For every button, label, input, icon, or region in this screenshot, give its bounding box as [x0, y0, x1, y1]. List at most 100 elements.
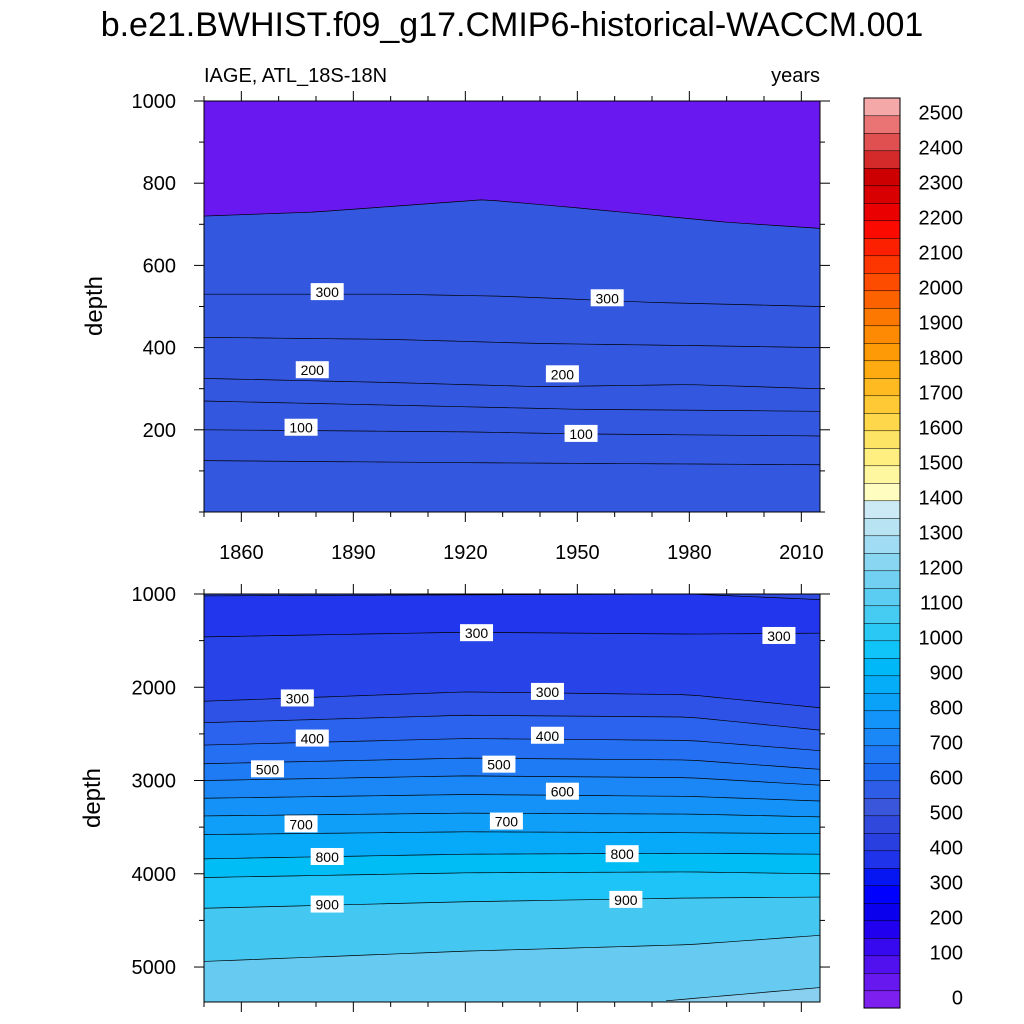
x-tick-label: 1980: [667, 542, 712, 564]
contour-line: [204, 775, 820, 786]
y-tick-label: 2000: [132, 677, 177, 699]
colorbar-cell: [863, 377, 901, 397]
colorbar-cell: [863, 762, 901, 782]
colorbar-label: 1000: [919, 628, 964, 650]
colorbar-label: 1700: [919, 383, 964, 405]
colorbar-cell: [863, 920, 901, 939]
contour-label: 500: [256, 761, 280, 777]
colorbar-cell: [863, 727, 901, 747]
subtitle-right: years: [771, 65, 820, 87]
x-tick-label: 1860: [219, 542, 264, 564]
colorbar-label: 2300: [919, 173, 964, 195]
colorbar-cell: [863, 167, 901, 187]
contour-label: 100: [569, 426, 593, 442]
colorbar-cell: [863, 360, 901, 379]
colorbar-label: 1400: [919, 488, 964, 510]
contour-label: 700: [289, 816, 313, 832]
contour-label: 400: [301, 731, 325, 747]
colorbar-cell: [863, 500, 901, 519]
contour-label: 100: [289, 420, 313, 436]
colorbar-label: 2400: [919, 138, 964, 160]
contour-band: [204, 935, 820, 1002]
contour-label-box: [545, 782, 579, 800]
colorbar-cell: [863, 237, 901, 257]
colorbar-cell: [863, 307, 901, 327]
colorbar-label: 800: [930, 698, 963, 720]
contour-label: 300: [286, 690, 310, 706]
contour-line: [204, 594, 820, 600]
contour-label: 600: [551, 784, 575, 800]
contour-label-box: [284, 815, 318, 833]
colorbar-cell: [863, 972, 901, 992]
subtitle-left: IAGE, ATL_18S-18N: [204, 65, 387, 87]
colorbar-label: 2200: [919, 208, 964, 230]
contour-label: 300: [767, 628, 791, 644]
bottom-contour-panel: 300 300 300 300 400 400 500 500 600 700 700 800 800 9…: [132, 584, 830, 1012]
colorbar-cell: [863, 220, 901, 239]
contour-label: 900: [614, 892, 638, 908]
colorbar-cell: [863, 657, 901, 677]
contour-label: 500: [487, 757, 511, 773]
colorbar-cell: [863, 255, 901, 274]
colorbar-label: 500: [930, 803, 963, 825]
contour-line: [204, 400, 820, 412]
colorbar-label: 2100: [919, 243, 964, 265]
y-tick-label: 1000: [132, 584, 177, 606]
contour-label: 300: [536, 684, 560, 700]
colorbar-label: 1500: [919, 453, 964, 475]
contour-band: [204, 199, 820, 512]
top-contour-panel: 100 100 200 200 300 300 200 400 600 800 1000 1860 18…: [132, 91, 830, 564]
colorbar-label: 900: [930, 663, 963, 685]
contour-line: [204, 293, 820, 307]
contour-line: [204, 896, 820, 909]
colorbar-cell: [863, 202, 901, 222]
colorbar-cell: [863, 937, 901, 957]
colorbar-cell: [863, 780, 901, 799]
colorbar-cell: [863, 570, 901, 589]
contour-label-box: [295, 729, 329, 747]
colorbar-cell: [863, 640, 901, 659]
x-tick-label: 1950: [555, 542, 600, 564]
colorbar-label: 100: [930, 943, 963, 965]
contour-line: [204, 794, 820, 802]
colorbar-cell: [863, 675, 901, 694]
colorbar: 0 100 200 300 400 500 600 700 800 900 1000 1100 1200…: [863, 97, 964, 1010]
y-tick-label: 4000: [132, 864, 177, 886]
colorbar-cell: [863, 850, 901, 869]
colorbar-cell: [863, 447, 901, 467]
colorbar-label: 0: [952, 988, 963, 1010]
contour-label: 900: [316, 897, 340, 913]
contour-label: 200: [551, 366, 575, 382]
contour-label: 800: [316, 849, 340, 865]
colorbar-label: 300: [930, 873, 963, 895]
contour-label-box: [250, 760, 284, 778]
colorbar-cell: [863, 535, 901, 554]
colorbar-cell: [863, 97, 901, 117]
colorbar-label: 700: [930, 733, 963, 755]
colorbar-cell: [863, 885, 901, 904]
colorbar-cell: [863, 465, 901, 484]
y-axis-label-top: depth: [81, 276, 108, 336]
contour-line: [204, 631, 820, 638]
colorbar-cell: [863, 552, 901, 572]
contour-line: [204, 714, 820, 731]
colorbar-label: 1300: [919, 523, 964, 545]
colorbar-cell: [863, 605, 901, 624]
contour-label: 300: [316, 284, 340, 300]
colorbar-cell: [863, 815, 901, 834]
colorbar-cell: [863, 290, 901, 309]
colorbar-cell: [863, 325, 901, 344]
colorbar-label: 1100: [920, 593, 963, 615]
colorbar-label: 600: [930, 768, 963, 790]
y-tick-label: 1000: [132, 91, 177, 113]
colorbar-label: 2000: [919, 278, 964, 300]
colorbar-cell: [863, 342, 901, 362]
contour-line: [204, 831, 820, 835]
contour-label-box: [482, 755, 516, 773]
contour-label-box: [310, 895, 344, 913]
contour-line: [204, 378, 820, 390]
plot-area: 300 300 300 300 400 400 500 500 600 700 700 800 800 9…: [204, 594, 820, 1002]
contour-label-box: [530, 682, 564, 700]
contour-label: 400: [536, 728, 560, 744]
colorbar-frame: [863, 97, 901, 1009]
